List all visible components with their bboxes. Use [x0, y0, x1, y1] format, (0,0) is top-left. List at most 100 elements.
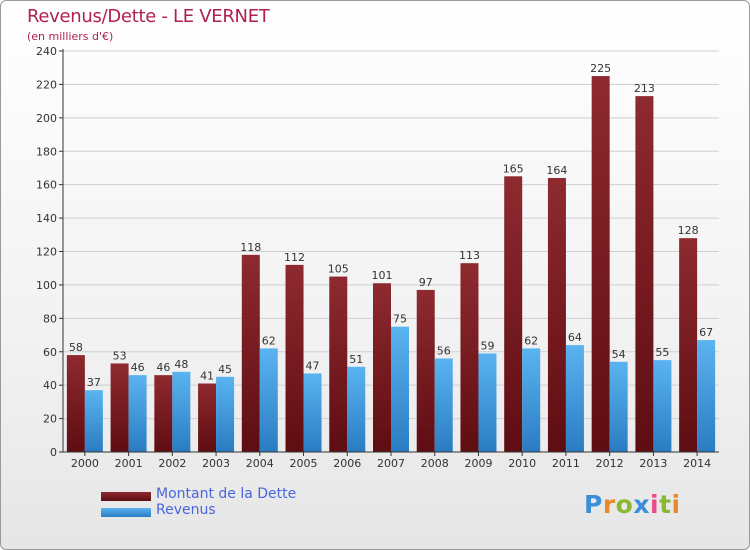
data-label-revenue: 75 [393, 313, 407, 326]
x-tick-label: 2014 [683, 457, 711, 470]
proxiti-logo: Proxiti [584, 490, 681, 519]
data-label-debt: 165 [503, 162, 524, 175]
data-label-revenue: 62 [524, 334, 538, 347]
logo-letter: i [650, 490, 660, 519]
data-label-debt: 213 [634, 82, 655, 95]
data-label-revenue: 45 [218, 363, 232, 376]
y-tick-label: 40 [43, 379, 57, 392]
legend-swatch-revenue [101, 508, 151, 517]
bar-debt [591, 76, 610, 452]
data-label-revenue: 37 [87, 376, 101, 389]
data-label-debt: 128 [678, 224, 699, 237]
legend-label-debt: Montant de la Dette [156, 486, 297, 502]
data-label-revenue: 48 [174, 358, 188, 371]
bar-debt [373, 283, 391, 452]
bar-revenue [391, 326, 409, 452]
logo-letter: x [633, 490, 650, 519]
x-tick-label: 2010 [508, 457, 536, 470]
data-label-revenue: 64 [568, 331, 582, 344]
bar-revenue [565, 345, 584, 452]
y-tick-label: 140 [36, 212, 57, 225]
data-label-revenue: 62 [262, 334, 276, 347]
chart-title: Revenus/Dette - LE VERNET [27, 6, 270, 27]
data-label-debt: 41 [200, 369, 214, 382]
y-tick-label: 200 [36, 112, 57, 125]
bars [66, 76, 716, 453]
x-tick-label: 2013 [639, 457, 667, 470]
x-tick-label: 2004 [246, 457, 274, 470]
bar-debt [329, 276, 348, 452]
bar-revenue [434, 358, 453, 452]
bar-revenue [609, 361, 628, 452]
x-tick-label: 2001 [115, 457, 143, 470]
y-tick-label: 240 [36, 45, 57, 58]
data-label-debt: 97 [419, 276, 433, 289]
bar-revenue [216, 376, 235, 452]
logo-letter: i [671, 490, 681, 519]
x-tick-label: 2003 [202, 457, 230, 470]
y-tick-label: 0 [50, 446, 57, 459]
data-label-revenue: 59 [480, 339, 494, 352]
logo-letter: t [659, 490, 672, 519]
data-label-debt: 164 [546, 164, 567, 177]
x-tick-label: 2000 [71, 457, 99, 470]
bar-revenue [347, 366, 366, 452]
y-tick-label: 180 [36, 145, 57, 158]
bar-debt [679, 238, 698, 452]
legend-swatch-debt [101, 492, 151, 501]
y-tick-label: 220 [36, 78, 57, 91]
x-tick-label: 2008 [421, 457, 449, 470]
logo-letter: o [615, 490, 634, 519]
bar-revenue [303, 373, 322, 452]
bar-revenue [522, 348, 541, 452]
data-label-revenue: 47 [306, 359, 320, 372]
x-tick-label: 2006 [333, 457, 361, 470]
bar-debt [635, 96, 654, 453]
bar-debt [66, 355, 85, 452]
bar-debt [241, 254, 260, 452]
bar-debt [154, 375, 173, 452]
x-tick-label: 2012 [596, 457, 624, 470]
data-label-debt: 225 [590, 62, 611, 75]
data-label-revenue: 56 [437, 344, 451, 357]
x-axis: 2000 2001 2002 2003 2004 2005 2006 2007 2008 2009… [63, 451, 719, 470]
data-label-revenue: 67 [699, 326, 713, 339]
y-tick-label: 60 [43, 346, 57, 359]
y-tick-label: 20 [43, 413, 57, 426]
bar-debt [504, 176, 523, 452]
x-tick-label: 2007 [377, 457, 405, 470]
data-label-debt: 113 [459, 249, 480, 262]
data-label-revenue: 54 [612, 348, 626, 361]
bar-debt [110, 363, 129, 452]
data-label-debt: 46 [156, 361, 170, 374]
data-label-debt: 53 [113, 349, 127, 362]
bar-revenue [84, 390, 103, 452]
bar-revenue [653, 360, 672, 452]
y-tick-label: 100 [36, 279, 57, 292]
bar-debt [285, 264, 304, 452]
data-label-debt: 105 [328, 263, 349, 276]
y-tick-label: 160 [36, 179, 57, 192]
data-label-debt: 118 [240, 241, 261, 254]
legend-label-revenue: Revenus [156, 502, 216, 518]
bar-debt [547, 177, 566, 452]
bar-revenue [259, 348, 278, 452]
data-label-revenue: 51 [349, 353, 363, 366]
x-tick-label: 2005 [290, 457, 318, 470]
y-tick-label: 120 [36, 246, 57, 259]
data-label-revenue: 55 [655, 346, 669, 359]
y-tick-label: 80 [43, 312, 57, 325]
y-axis: 0 20 40 60 80 100 120 140 160 180 200 220 240 [36, 45, 64, 459]
bar-debt [198, 383, 217, 452]
bar-revenue [172, 371, 191, 452]
data-label-debt: 101 [372, 269, 393, 282]
x-tick-label: 2009 [464, 457, 492, 470]
bar-revenue [478, 353, 497, 452]
bar-debt [460, 263, 479, 452]
bar-revenue [697, 340, 716, 452]
data-label-debt: 58 [69, 341, 83, 354]
logo-letter: r [602, 490, 616, 519]
data-label-revenue: 46 [131, 361, 145, 374]
